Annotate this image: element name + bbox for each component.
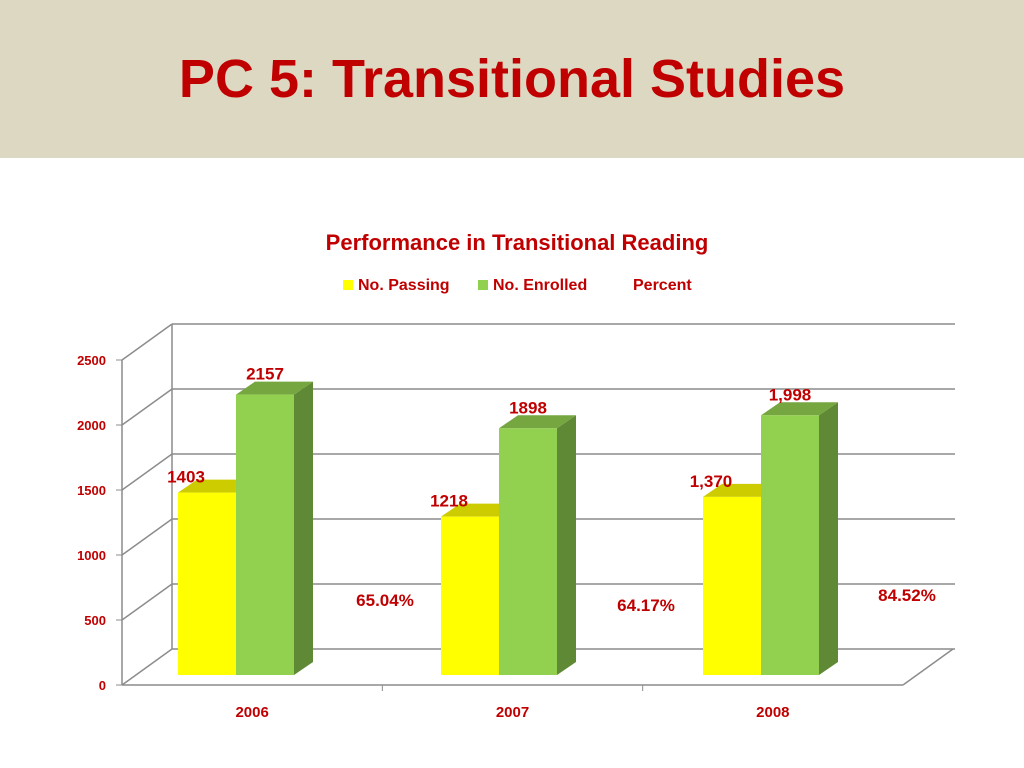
bar-top: [236, 381, 313, 395]
legend-label: No. Passing: [358, 277, 450, 294]
x-tick-label: 2008: [756, 704, 789, 721]
y-axis: 0 500 1000 1500 2000 2500 2006 2007 2008: [77, 353, 954, 721]
bar-top: [441, 503, 518, 517]
bar-side: [819, 402, 838, 675]
slide-title: PC 5: Transitional Studies: [178, 49, 846, 109]
bar-front: [236, 394, 294, 675]
gridline: [121, 583, 173, 621]
bar-side: [557, 415, 576, 675]
legend-swatch: [478, 280, 488, 290]
data-label: 2157: [246, 365, 284, 384]
bar-no-enrolled-2007: [499, 415, 576, 675]
y-tick-label: 0: [99, 678, 106, 693]
bar-top: [761, 402, 838, 416]
chart-title: Performance in Transitional Reading: [326, 230, 709, 255]
bar-top: [499, 415, 576, 429]
bars: [178, 381, 838, 675]
y-tick-label: 1500: [77, 483, 106, 498]
floor-edge: [902, 648, 954, 686]
bar-top: [703, 483, 780, 497]
y-tick-label: 500: [84, 613, 106, 628]
legend-label: Percent: [633, 277, 692, 294]
gridline: [121, 648, 173, 686]
x-tick-label: 2006: [235, 704, 268, 721]
percent-label: 65.04%: [356, 591, 414, 610]
gridline: [121, 388, 173, 426]
data-label: 1898: [509, 398, 547, 417]
bar-front: [703, 496, 761, 675]
percent-label: 64.17%: [617, 596, 675, 615]
x-tick-label: 2007: [496, 704, 529, 721]
bar-no-enrolled-2006: [236, 381, 313, 675]
bar-no-enrolled-2008: [761, 402, 838, 675]
bar-front: [441, 516, 499, 675]
gridline: [121, 453, 173, 491]
gridline: [121, 323, 173, 361]
bar-top: [178, 479, 255, 493]
data-labels: 1403 2157 1218 1898 1,370 1,998 65.04% 64.17% 84…: [167, 365, 936, 615]
data-label: 1403: [167, 468, 205, 487]
percent-label: 84.52%: [878, 586, 936, 605]
bar-side: [294, 381, 313, 675]
data-label: 1,998: [769, 385, 812, 404]
gridline: [121, 518, 173, 556]
legend: No. Passing No. Enrolled Percent: [343, 277, 692, 294]
bar-front: [178, 492, 236, 675]
legend-label: No. Enrolled: [493, 277, 587, 294]
bar-front: [761, 415, 819, 675]
bar-front: [499, 428, 557, 675]
y-tick-label: 2500: [77, 353, 106, 368]
title-band: [0, 0, 1024, 158]
data-label: 1,370: [690, 472, 733, 491]
y-tick-label: 2000: [77, 418, 106, 433]
legend-swatch: [343, 280, 353, 290]
data-label: 1218: [430, 492, 468, 511]
y-tick-label: 1000: [77, 548, 106, 563]
